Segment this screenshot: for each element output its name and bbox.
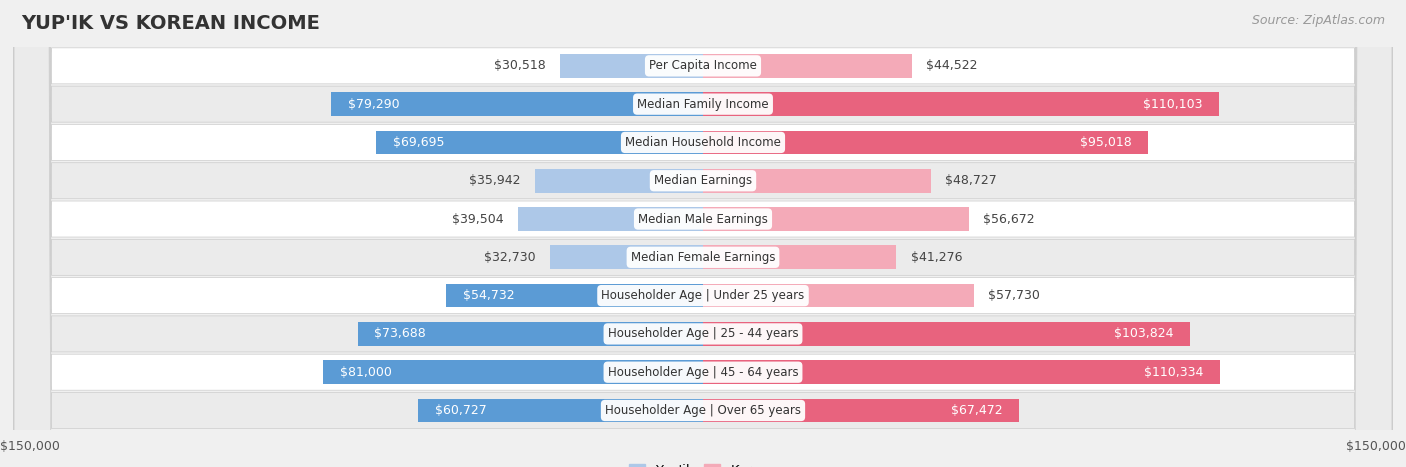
Text: $95,018: $95,018 <box>1080 136 1132 149</box>
Bar <box>560 54 703 78</box>
Bar <box>534 169 703 192</box>
Text: $150,000: $150,000 <box>0 440 60 453</box>
FancyBboxPatch shape <box>14 0 1392 467</box>
Text: $110,334: $110,334 <box>1144 366 1204 379</box>
FancyBboxPatch shape <box>14 0 1392 467</box>
Text: $60,727: $60,727 <box>434 404 486 417</box>
Legend: Yup'ik, Korean: Yup'ik, Korean <box>628 464 778 467</box>
Bar <box>419 399 703 422</box>
FancyBboxPatch shape <box>14 0 1392 467</box>
FancyBboxPatch shape <box>14 0 1392 467</box>
Text: $67,472: $67,472 <box>952 404 1002 417</box>
Text: $44,522: $44,522 <box>925 59 977 72</box>
Text: Median Female Earnings: Median Female Earnings <box>631 251 775 264</box>
Text: $69,695: $69,695 <box>392 136 444 149</box>
Text: $48,727: $48,727 <box>945 174 997 187</box>
Text: $73,688: $73,688 <box>374 327 426 340</box>
Bar <box>703 92 1219 116</box>
Bar <box>703 169 931 192</box>
Text: $54,732: $54,732 <box>463 289 515 302</box>
FancyBboxPatch shape <box>14 0 1392 467</box>
Bar <box>703 246 897 269</box>
Bar <box>703 207 969 231</box>
Text: $150,000: $150,000 <box>1346 440 1406 453</box>
Bar <box>703 361 1220 384</box>
Text: $32,730: $32,730 <box>484 251 536 264</box>
Bar <box>357 322 703 346</box>
Text: $39,504: $39,504 <box>453 212 503 226</box>
Text: $30,518: $30,518 <box>494 59 546 72</box>
Bar <box>447 284 703 307</box>
Text: $57,730: $57,730 <box>987 289 1039 302</box>
Bar <box>550 246 703 269</box>
Text: $81,000: $81,000 <box>340 366 392 379</box>
FancyBboxPatch shape <box>14 0 1392 467</box>
Text: $56,672: $56,672 <box>983 212 1035 226</box>
Text: Householder Age | Over 65 years: Householder Age | Over 65 years <box>605 404 801 417</box>
FancyBboxPatch shape <box>14 0 1392 467</box>
Text: $41,276: $41,276 <box>911 251 962 264</box>
Bar <box>703 399 1019 422</box>
FancyBboxPatch shape <box>14 0 1392 467</box>
FancyBboxPatch shape <box>14 0 1392 467</box>
Bar <box>517 207 703 231</box>
Text: Per Capita Income: Per Capita Income <box>650 59 756 72</box>
Text: Householder Age | 25 - 44 years: Householder Age | 25 - 44 years <box>607 327 799 340</box>
Text: $35,942: $35,942 <box>470 174 520 187</box>
Bar <box>377 131 703 154</box>
Text: $103,824: $103,824 <box>1114 327 1173 340</box>
Text: Householder Age | Under 25 years: Householder Age | Under 25 years <box>602 289 804 302</box>
Text: Median Family Income: Median Family Income <box>637 98 769 111</box>
Text: $79,290: $79,290 <box>347 98 399 111</box>
Bar <box>703 322 1189 346</box>
Text: Source: ZipAtlas.com: Source: ZipAtlas.com <box>1251 14 1385 27</box>
Text: Median Male Earnings: Median Male Earnings <box>638 212 768 226</box>
Text: Householder Age | 45 - 64 years: Householder Age | 45 - 64 years <box>607 366 799 379</box>
Text: YUP'IK VS KOREAN INCOME: YUP'IK VS KOREAN INCOME <box>21 14 321 33</box>
Text: Median Household Income: Median Household Income <box>626 136 780 149</box>
Bar <box>703 284 973 307</box>
Bar <box>332 92 703 116</box>
FancyBboxPatch shape <box>14 0 1392 467</box>
Bar <box>703 131 1149 154</box>
Bar <box>703 54 911 78</box>
Text: $110,103: $110,103 <box>1143 98 1202 111</box>
Bar <box>323 361 703 384</box>
Text: Median Earnings: Median Earnings <box>654 174 752 187</box>
